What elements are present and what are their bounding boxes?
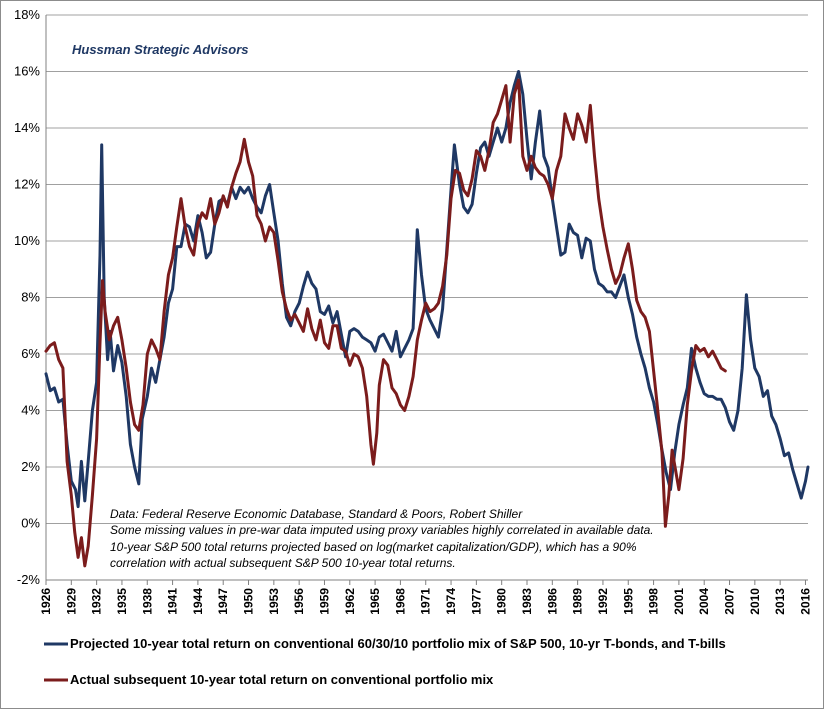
correlation-note: correlation with actual subsequent S&P 5… [110,556,456,570]
x-tick-label: 1986 [545,588,559,615]
y-tick-label: 4% [21,403,40,418]
brand-label: Hussman Strategic Advisors [72,42,249,57]
y-tick-label: -2% [17,572,41,587]
series-line-projected [44,70,810,509]
x-tick-label: 1938 [140,588,154,615]
x-tick-label: 2004 [697,588,711,615]
x-tick-label: 1962 [343,588,357,615]
x-tick-label: 1926 [39,588,53,615]
x-tick-label: 1989 [571,588,585,615]
y-tick-label: 12% [14,177,40,192]
legend-label-actual: Actual subsequent 10-year total return o… [70,672,494,687]
x-tick-label: 1953 [267,588,281,615]
y-tick-label: 16% [14,64,40,79]
x-tick-label: 1971 [419,588,433,615]
x-tick-label: 2007 [723,588,737,615]
y-tick-label: 0% [21,516,40,531]
legend-label-projected: Projected 10-year total return on conven… [70,636,726,651]
series-layer [44,70,810,568]
x-tick-label: 1983 [520,588,534,615]
x-tick-label: 1965 [368,588,382,615]
imputation-note: Some missing values in pre-war data impu… [110,523,654,537]
y-axis-ticks: -2% 0% 2% 4% 6% 8% 10% 12% 14% 16% 18% [14,7,40,587]
x-tick-label: 1998 [647,588,661,615]
gridlines [46,14,808,524]
y-tick-label: 8% [21,290,40,305]
x-tick-label: 1992 [596,588,610,615]
y-tick-label: 2% [21,459,40,474]
x-tick-label: 2016 [798,588,812,615]
y-tick-label: 6% [21,346,40,361]
projection-note: 10-year S&P 500 total returns projected … [110,540,637,554]
x-tick-label: 2013 [773,588,787,615]
source-note: Data: Federal Reserve Economic Database,… [110,507,523,521]
x-tick-label: 1941 [166,588,180,615]
x-tick-label: 1959 [317,588,331,615]
y-tick-label: 10% [14,233,40,248]
x-tick-label: 1950 [242,588,256,615]
x-tick-label: 1947 [216,588,230,615]
x-tick-label: 1977 [469,588,483,615]
series-line-actual [44,78,727,568]
x-tick-label: 1932 [90,588,104,615]
x-tick-label: 1944 [191,588,205,615]
x-tick-label: 2010 [748,588,762,615]
x-tick-label: 1974 [444,588,458,615]
x-tick-label: 1968 [393,588,407,615]
x-tick-label: 2001 [672,588,686,615]
x-tick-label: 1935 [115,588,129,615]
x-axis-ticks: 1926 1929 1932 1935 1938 1941 1944 1947 1950 1953… [39,580,812,615]
x-tick-label: 1956 [292,588,306,615]
x-tick-label: 1929 [64,588,78,615]
y-tick-label: 18% [14,7,40,22]
x-tick-label: 1980 [495,588,509,615]
legend: Projected 10-year total return on conven… [44,636,726,687]
y-tick-label: 14% [14,120,40,135]
x-tick-label: 1995 [621,588,635,615]
